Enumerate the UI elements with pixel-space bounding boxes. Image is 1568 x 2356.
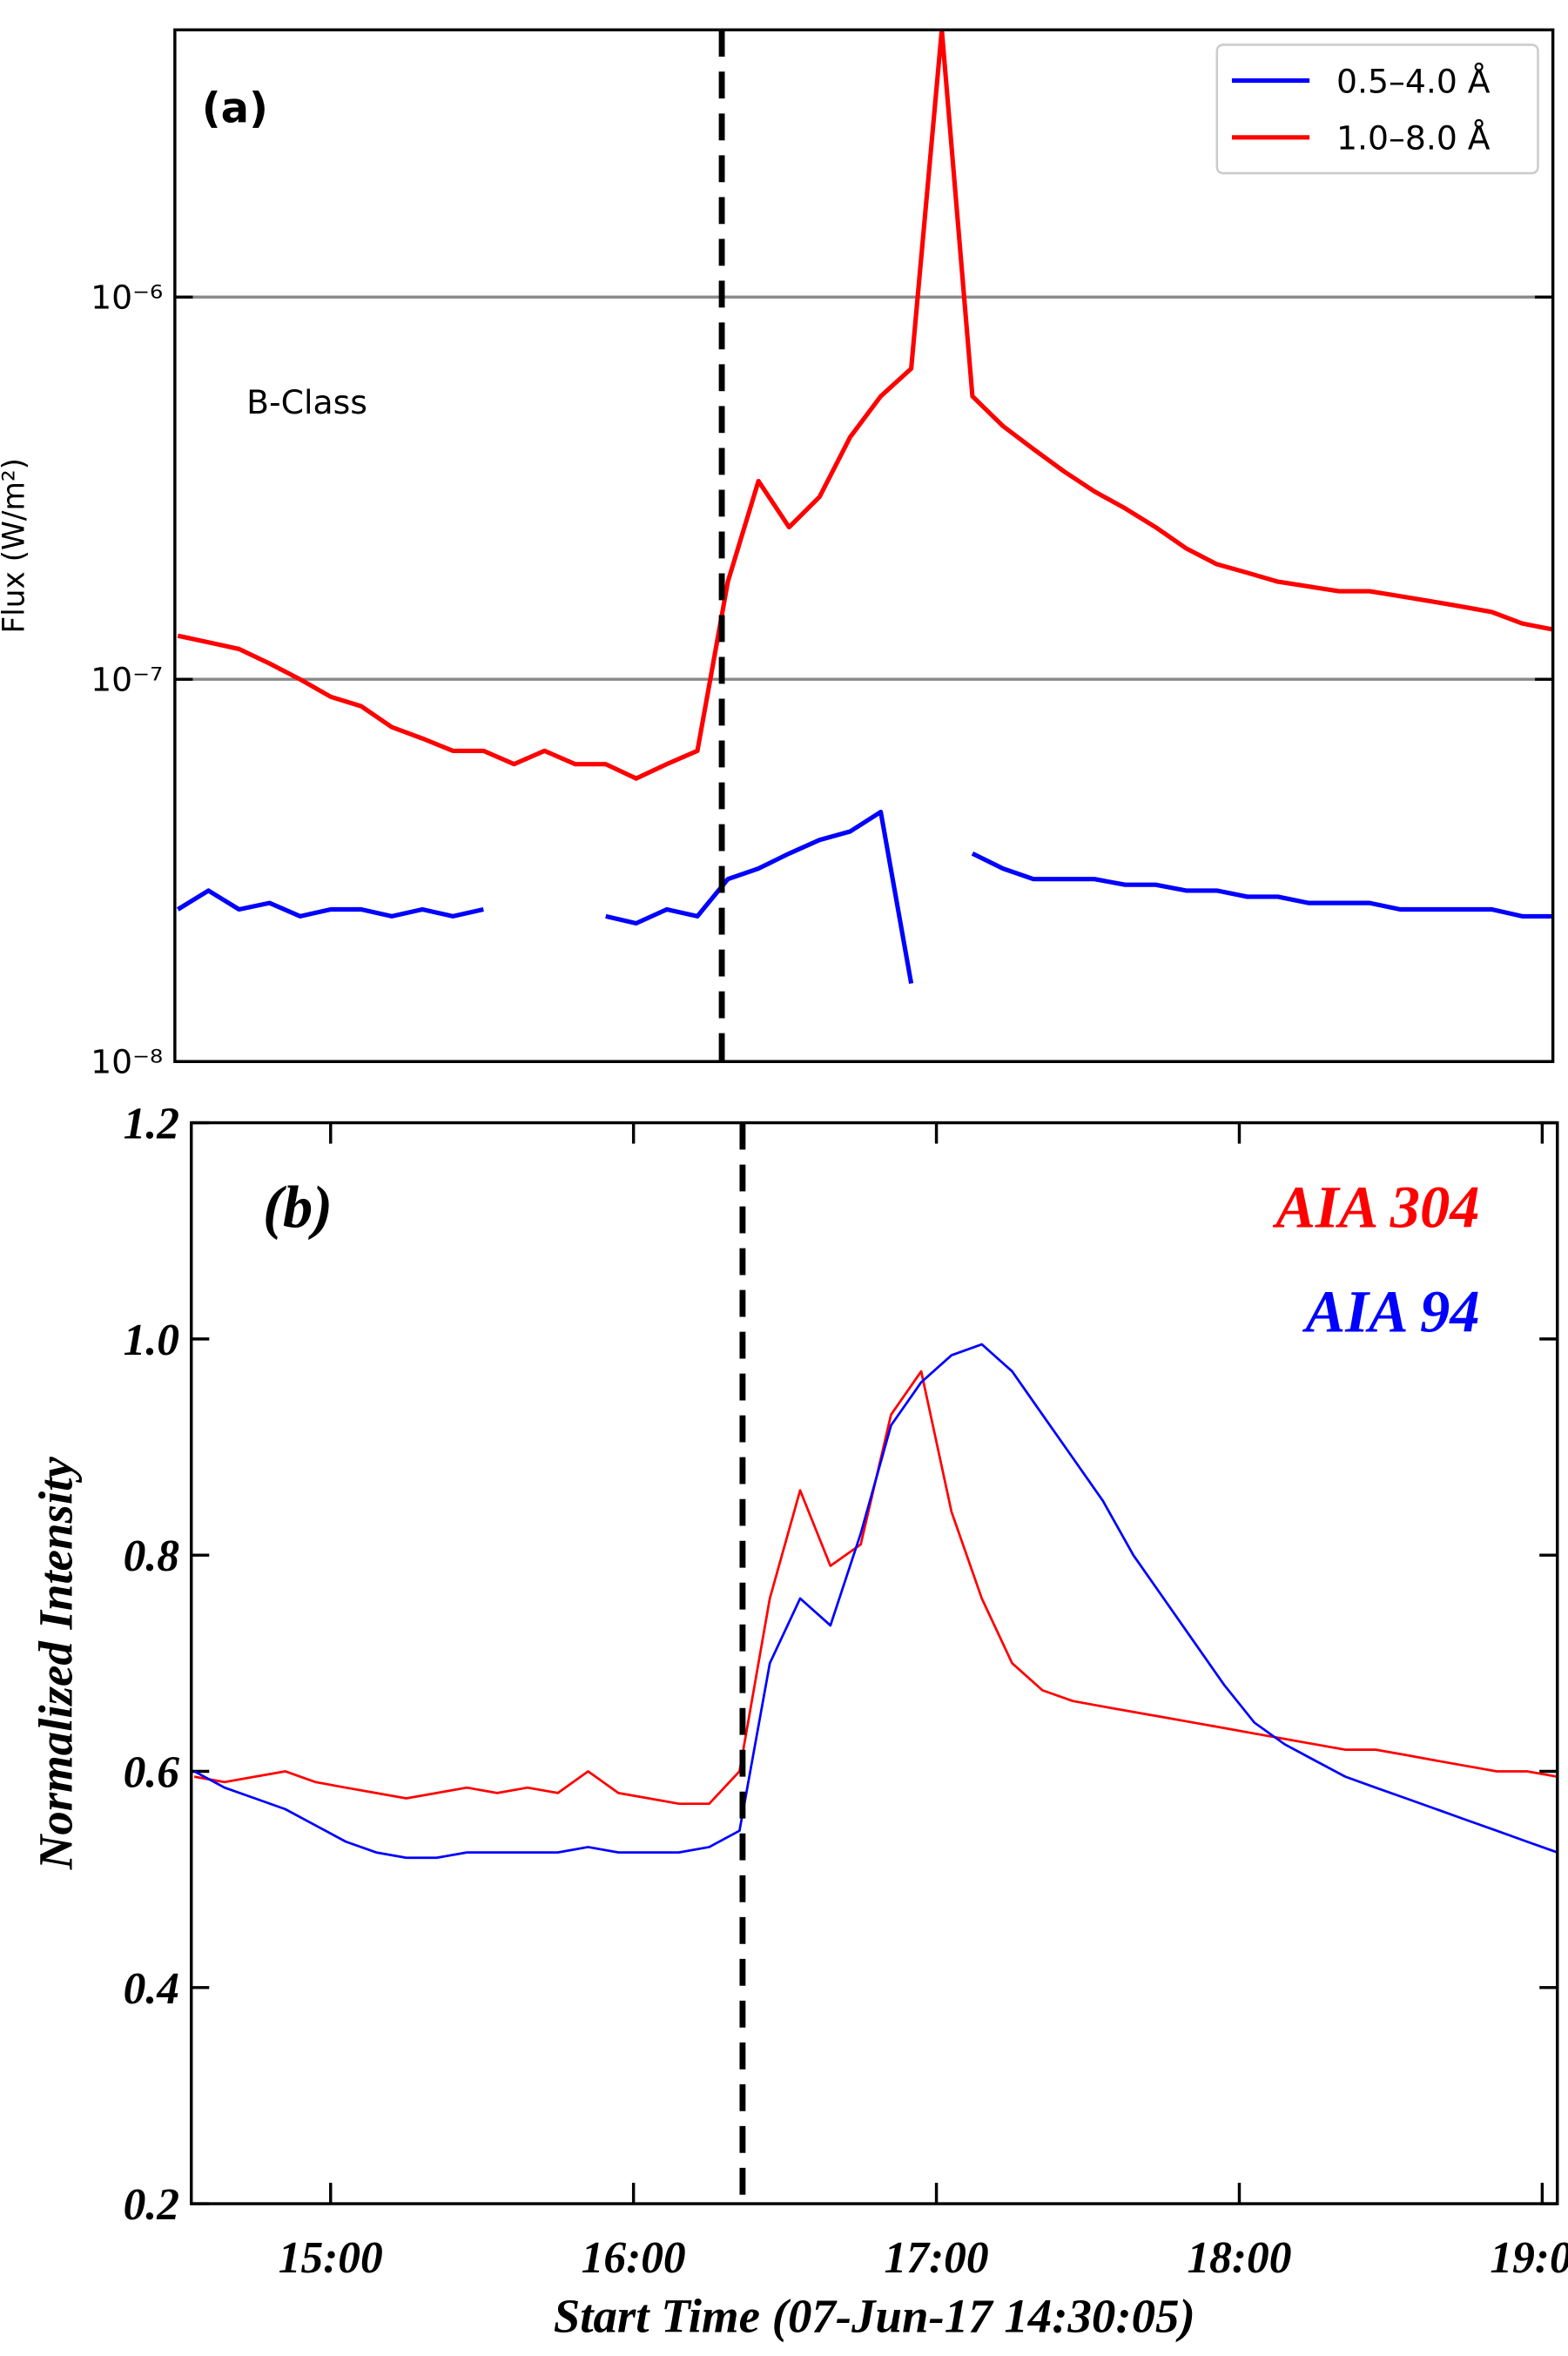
- y-axis-label: Normalized Intensity: [30, 1457, 83, 1871]
- series-line: [176, 809, 1553, 985]
- panel-label: (a): [202, 84, 268, 133]
- legend-label: 0.5–4.0 Å: [1336, 62, 1491, 100]
- plot-frame: [189, 1121, 1559, 2205]
- y-tick-label: 1.0: [124, 1316, 179, 1365]
- x-tick-label: 17:00: [885, 2233, 989, 2283]
- legend-label: AIA 304: [1272, 1175, 1479, 1241]
- x-tick-label: 18:00: [1187, 2233, 1291, 2283]
- x-tick-label: 15:00: [279, 2233, 383, 2283]
- y-axis-label: Flux (W/m²): [0, 458, 32, 634]
- series-line: [193, 1343, 1558, 1860]
- annotation: B-Class: [246, 383, 367, 421]
- y-tick-label: 10⁻⁷: [91, 660, 163, 698]
- y-tick-label: 0.6: [124, 1747, 180, 1797]
- x-tick-label: 16:00: [582, 2233, 686, 2283]
- x-axis-label: Start Time (07-Jun-17 14:30:05): [554, 2290, 1195, 2343]
- panel-label: (b): [263, 1175, 333, 1241]
- y-tick-label: 10⁻⁶: [91, 278, 163, 316]
- plot-area: [176, 30, 1553, 985]
- x-tick-label: 19:00: [1490, 2233, 1568, 2283]
- plot-area: [193, 1343, 1558, 1860]
- legend-label: AIA 94: [1302, 1279, 1480, 1345]
- panel: 10⁻⁸ 10⁻⁷ 10⁻⁶ (a) B-Class Flux (W/m²) 0.5–4.0…: [0, 28, 1555, 1080]
- y-tick-label: 0.8: [124, 1531, 179, 1581]
- y-tick-label: 0.2: [124, 2180, 179, 2230]
- legend-box: [1215, 44, 1539, 175]
- series-line: [177, 30, 1553, 781]
- plot-frame: [173, 28, 1555, 1063]
- series-line: [193, 1370, 1558, 1806]
- y-tick-label: 1.2: [124, 1100, 179, 1149]
- y-tick-label: 10⁻⁸: [91, 1042, 163, 1080]
- legend-label: 1.0–8.0 Å: [1336, 118, 1491, 157]
- panel: 0.2 0.4 0.6 0.8 1.0 1.2 15:00 16:00 17:00 18:00 19…: [30, 1100, 1568, 2343]
- y-tick-label: 0.4: [124, 1964, 179, 2014]
